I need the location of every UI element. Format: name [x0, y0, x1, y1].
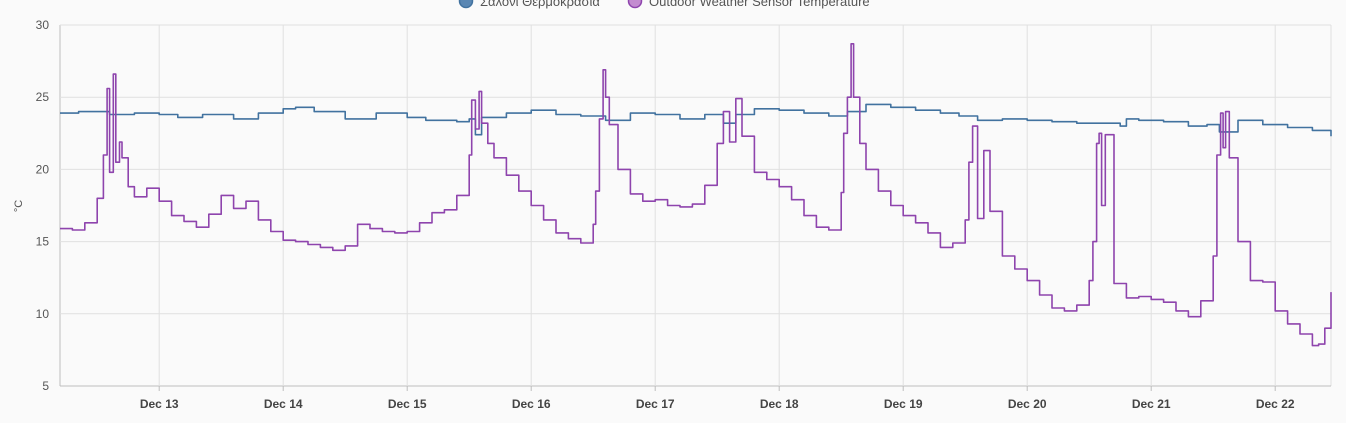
- legend-label-outdoor-sensor: Outdoor Weather Sensor Temperature: [649, 0, 870, 9]
- series-lines: [60, 43, 1332, 347]
- x-axis-ticks: Dec 13 Dec 14 Dec 15 Dec 16 Dec 17 Dec 18 Dec …: [140, 397, 1295, 411]
- y-axis-ticks: 5 10 15 20 25 30: [36, 18, 50, 393]
- series-line-1[interactable]: [60, 43, 1332, 347]
- x-tick-label: Dec 19: [884, 397, 923, 411]
- y-tick-label: 10: [36, 307, 50, 321]
- x-tick-label: Dec 14: [264, 397, 303, 411]
- y-tick-label: 30: [36, 18, 50, 32]
- x-tick-label: Dec 21: [1132, 397, 1171, 411]
- grid: [59, 24, 1332, 391]
- legend-item-outdoor-sensor[interactable]: Outdoor Weather Sensor Temperature: [627, 0, 870, 9]
- legend-label-living-room: Σαλόνι Θερμοκρασία: [480, 0, 600, 9]
- x-tick-label: Dec 18: [760, 397, 799, 411]
- x-tick-label: Dec 17: [636, 397, 675, 411]
- x-tick-label: Dec 15: [388, 397, 427, 411]
- x-tick-label: Dec 20: [1008, 397, 1047, 411]
- x-tick-label: Dec 13: [140, 397, 179, 411]
- legend: Σαλόνι Θερμοκρασία Outdoor Weather Senso…: [458, 0, 870, 9]
- legend-item-living-room[interactable]: Σαλόνι Θερμοκρασία: [458, 0, 601, 9]
- y-tick-label: 15: [36, 235, 50, 249]
- y-tick-label: 5: [42, 379, 49, 393]
- y-axis-label: °C: [13, 200, 25, 212]
- y-tick-label: 20: [36, 162, 50, 176]
- legend-swatch-outdoor-sensor: [627, 0, 643, 9]
- x-tick-label: Dec 16: [512, 397, 551, 411]
- series-line-0[interactable]: [60, 103, 1332, 137]
- x-tick-label: Dec 22: [1256, 397, 1295, 411]
- y-tick-label: 25: [36, 90, 50, 104]
- legend-swatch-living-room: [458, 0, 474, 9]
